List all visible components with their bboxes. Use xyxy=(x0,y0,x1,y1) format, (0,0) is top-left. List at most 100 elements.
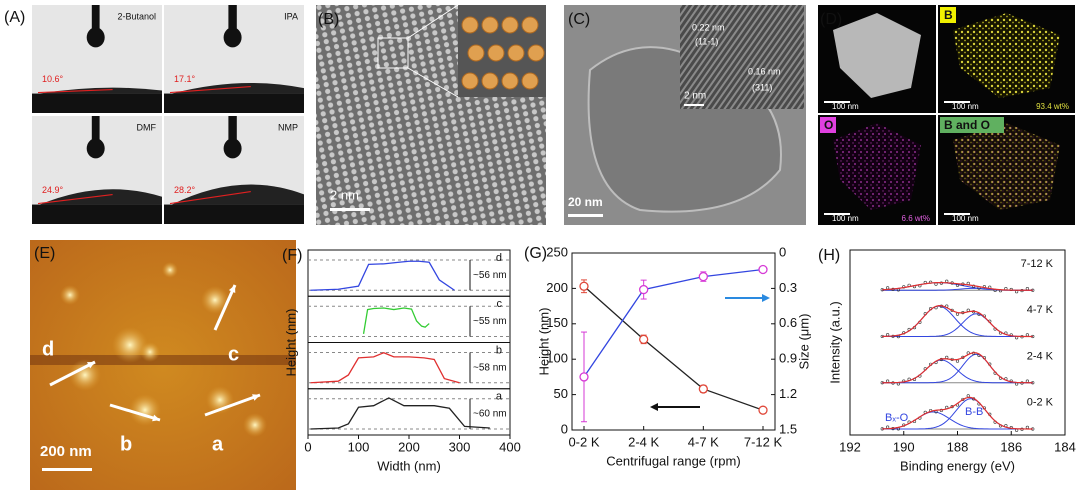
atom xyxy=(501,72,519,90)
droplet xyxy=(40,189,162,205)
flake-map xyxy=(833,13,921,98)
profile-line xyxy=(362,307,430,335)
angle-line xyxy=(37,88,113,94)
panel-label: (C) xyxy=(568,11,590,28)
scale-label: 2 nm xyxy=(684,91,706,102)
profile-label: b xyxy=(496,344,502,356)
zoom-line xyxy=(407,4,459,39)
scale-bar xyxy=(330,208,370,211)
afm-band xyxy=(30,355,296,365)
panel-label: (A) xyxy=(4,9,25,26)
content-label: 6.6 wt% xyxy=(902,214,930,223)
profile-label: a xyxy=(496,391,503,403)
angle-label: 17.1° xyxy=(174,74,196,84)
solvent-label: 2-Butanol xyxy=(117,11,156,21)
angle-line xyxy=(37,193,113,205)
arrow-head xyxy=(152,414,160,422)
y2-axis-label: Size (μm) xyxy=(796,314,811,370)
scale-label: 2 nm xyxy=(330,187,359,202)
arrow xyxy=(109,403,161,422)
solvent-label: IPA xyxy=(284,11,298,21)
substrate xyxy=(32,204,162,224)
spectrum-label: 2-4 K xyxy=(1027,350,1054,362)
pendant-drop xyxy=(223,138,242,159)
height-label: ~55 nm xyxy=(473,316,507,327)
scale-bar xyxy=(944,101,970,103)
x-axis-label: Centrifugal range (rpm) xyxy=(606,453,740,468)
lattice-label: (11-1) xyxy=(695,36,718,46)
profile-line xyxy=(310,260,455,291)
substrate xyxy=(164,204,304,224)
component-peak xyxy=(882,353,1033,384)
flake-map xyxy=(833,123,921,210)
data-point xyxy=(886,379,890,383)
spectrum-label: 7-12 K xyxy=(1021,258,1054,270)
y-tick-label: 100 xyxy=(546,351,568,366)
atom xyxy=(521,16,539,34)
angle-label: 24.9° xyxy=(42,185,64,195)
data-point xyxy=(1009,287,1013,292)
data-point xyxy=(1025,333,1029,337)
pendant-drop xyxy=(86,27,105,48)
atom xyxy=(461,16,479,34)
x-axis-label: Binding energy (eV) xyxy=(900,458,1015,473)
atom xyxy=(467,44,485,62)
y-tick-label: 250 xyxy=(546,244,568,259)
scale-bar xyxy=(42,468,92,471)
arrow-head xyxy=(762,294,770,302)
series-line xyxy=(583,285,764,411)
y2-tick-label: 0.6 xyxy=(779,315,797,330)
pendant-drop xyxy=(86,138,105,159)
profile-label: b xyxy=(120,433,132,455)
height-label: ~58 nm xyxy=(473,362,507,373)
flake-map xyxy=(953,13,1060,98)
x-tick-label: 192 xyxy=(839,439,861,454)
scale-bar xyxy=(684,104,704,106)
plot-frame xyxy=(571,252,776,431)
element-label: B xyxy=(944,8,953,22)
x-tick-label: 7-12 K xyxy=(744,434,783,449)
y-tick-label: 200 xyxy=(546,280,568,295)
needle xyxy=(228,116,237,140)
x-tick-label: 0 xyxy=(304,439,311,454)
fit-envelope xyxy=(882,396,1033,430)
particle xyxy=(140,342,160,362)
atom xyxy=(501,16,519,34)
needle xyxy=(228,5,237,29)
peak-label: Bₓ-O xyxy=(885,412,909,424)
data-point xyxy=(886,333,890,337)
panel-label: (E) xyxy=(34,245,55,262)
zoom-line xyxy=(407,67,459,98)
spectrum-label: 4-7 K xyxy=(1027,304,1054,316)
scale-bar xyxy=(568,214,603,217)
flake-map-overlay xyxy=(953,123,1060,210)
scale-label: 100 nm xyxy=(952,102,979,111)
x-tick-label: 100 xyxy=(348,439,370,454)
fit-envelope xyxy=(882,305,1033,338)
data-point xyxy=(1025,379,1029,383)
inset xyxy=(680,5,804,109)
profile-line xyxy=(310,352,460,384)
data-point xyxy=(1025,287,1029,291)
scale-bar xyxy=(824,213,850,215)
y2-tick-label: 1.5 xyxy=(779,421,797,436)
scale-label: 100 nm xyxy=(952,214,979,223)
panel-label: (H) xyxy=(818,247,840,264)
y-tick-label: 150 xyxy=(546,315,568,330)
height-label: ~56 nm xyxy=(473,270,507,281)
angle-label: 10.6° xyxy=(42,74,64,84)
scale-bar xyxy=(824,101,850,103)
marker xyxy=(698,271,708,282)
element-tag xyxy=(940,7,956,23)
atom xyxy=(461,72,479,90)
y2-tick-label: 0.3 xyxy=(779,280,797,295)
x-tick-label: 2-4 K xyxy=(628,434,659,449)
solvent-label: NMP xyxy=(278,122,298,132)
lattice-label: 0.22 nm xyxy=(692,22,725,32)
height-label: ~60 nm xyxy=(473,409,507,420)
zoom-box xyxy=(377,37,409,69)
peak-label: B-B xyxy=(965,406,983,418)
atom xyxy=(481,16,499,34)
solvent-label: DMF xyxy=(137,122,157,132)
